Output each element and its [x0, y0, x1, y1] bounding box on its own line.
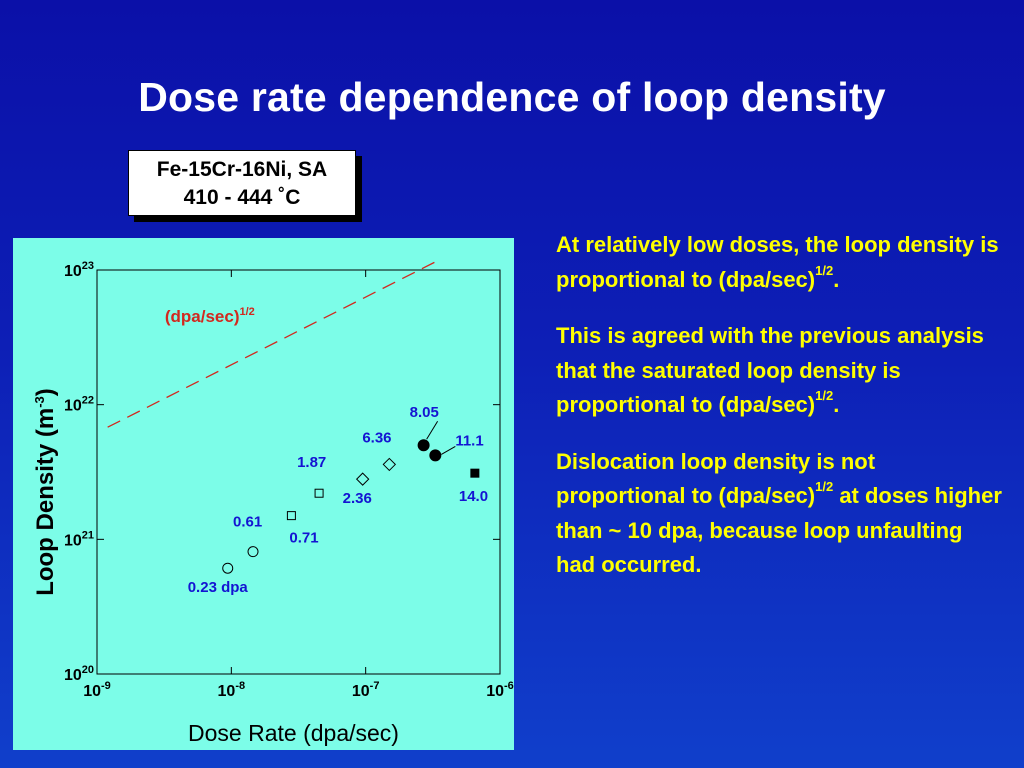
- chart-panel: 10-9 10-8 10-7 10-6 1020 1021 1022 1023 (dpa/sec…: [13, 238, 514, 750]
- data-point-square-filled: [470, 468, 480, 478]
- data-point-label: 11.1: [455, 432, 483, 449]
- x-tick-label: 10-7: [352, 680, 380, 700]
- data-point-label: 0.61: [233, 514, 262, 531]
- data-point-square-open: [286, 511, 296, 521]
- loop-density-chart: 10-9 10-8 10-7 10-6 1020 1021 1022 1023 (dpa/sec…: [64, 258, 514, 700]
- y-tick-label: 1022: [64, 395, 94, 415]
- sample-material: Fe-15Cr-16Ni, SA: [156, 158, 328, 181]
- x-axis-label: Dose Rate (dpa/sec): [188, 720, 399, 746]
- y-tick-label: 1020: [64, 664, 94, 684]
- pointer-line: [426, 420, 439, 440]
- data-point-circle-filled: [429, 449, 442, 462]
- x-tick-label: 10-8: [218, 680, 246, 700]
- data-point-label: 2.36: [343, 490, 372, 507]
- data-point-label: 8.05: [410, 404, 439, 421]
- trend-line-dashed: [107, 258, 441, 428]
- note-paragraph-1: At relatively low doses, the loop densit…: [556, 232, 999, 292]
- data-point-diamond-open: [355, 472, 370, 486]
- note-paragraph-3: Dislocation loop density is not proporti…: [556, 448, 1002, 578]
- data-point-circle-filled: [417, 439, 430, 452]
- data-point-label: 0.71: [289, 530, 318, 547]
- data-point-label: 0.23 dpa: [188, 579, 249, 596]
- sample-temperature: 410 - 444 ˚C: [183, 186, 301, 209]
- notes-panel: At relatively low doses, the loop densit…: [556, 228, 1006, 605]
- pointer-line: [441, 445, 456, 455]
- x-tick-label: 10-6: [486, 680, 514, 700]
- trend-line-label: (dpa/sec)1/2: [165, 306, 255, 326]
- note-paragraph-2: This is agreed with the previous analysi…: [556, 323, 984, 417]
- data-point-label: 6.36: [362, 429, 391, 446]
- data-point-circle-open: [222, 562, 234, 574]
- data-point-circle-open: [247, 546, 259, 558]
- x-tick-label: 10-9: [83, 680, 111, 700]
- plot-frame: [96, 269, 501, 675]
- y-tick-label: 1023: [64, 260, 94, 280]
- sample-condition-box: Fe-15Cr-16Ni, SA 410 - 444 ˚C: [128, 150, 356, 216]
- data-point-label: 1.87: [297, 454, 326, 471]
- data-point-label: 14.0: [459, 488, 488, 505]
- data-point-square-open: [314, 488, 324, 498]
- slide-title: Dose rate dependence of loop density: [138, 74, 886, 120]
- y-tick-label: 1021: [64, 529, 94, 549]
- data-point-diamond-open: [382, 457, 397, 472]
- y-axis-label: Loop Density (m-3): [32, 388, 59, 596]
